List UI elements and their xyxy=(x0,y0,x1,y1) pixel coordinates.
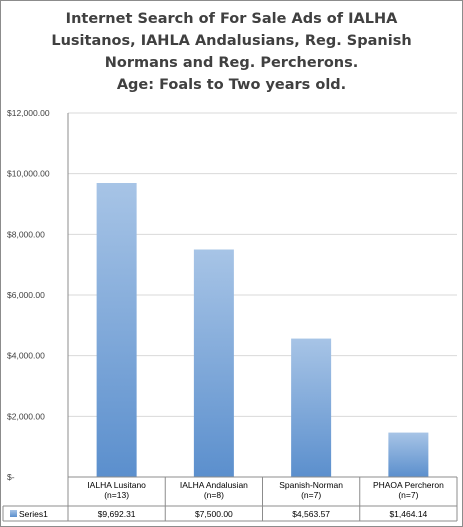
bar xyxy=(193,249,234,477)
legend-swatch xyxy=(10,510,17,517)
chart-title: Internet Search of For Sale Ads of IALHA… xyxy=(0,8,463,96)
x-tick-label: Spanish-Norman xyxy=(279,480,343,490)
x-tick-label: PHAOA Percheron xyxy=(373,480,444,490)
x-tick-label: (n=7) xyxy=(398,490,418,500)
y-tick-label: $8,000.00 xyxy=(7,229,45,239)
data-label: $1,464.14 xyxy=(389,509,427,519)
y-tick-label: $2,000.00 xyxy=(7,411,45,421)
y-tick-label: $10,000.00 xyxy=(7,169,50,179)
y-tick-label: $- xyxy=(7,472,15,482)
bar xyxy=(388,432,429,477)
bar xyxy=(96,182,137,477)
x-tick-label: (n=13) xyxy=(104,490,129,500)
x-tick-label: IALHA Lusitano xyxy=(87,480,146,490)
bars xyxy=(96,182,429,477)
bar xyxy=(291,338,332,477)
y-tick-label: $12,000.00 xyxy=(7,108,50,118)
y-tick-label: $4,000.00 xyxy=(7,351,45,361)
x-tick-label: (n=8) xyxy=(204,490,224,500)
y-axis-ticks: $- $2,000.00 $4,000.00 $6,000.00 $8,000.00 $1… xyxy=(7,108,50,482)
data-label: $7,500.00 xyxy=(195,509,233,519)
x-tick-label: IALHA Andalusian xyxy=(180,480,248,490)
data-label: $9,692.31 xyxy=(98,509,136,519)
chart-title-line-1: Internet Search of For Sale Ads of IALHA xyxy=(65,11,398,27)
legend-label: Series1 xyxy=(19,509,48,519)
x-tick-label: (n=7) xyxy=(301,490,321,500)
data-table: IALHA Lusitano(n=13) $9,692.31 IALHA Andal… xyxy=(2,476,458,522)
chart-title-line-4: Age: Foals to Two years old. xyxy=(116,77,347,93)
chart-title-line-2: Lusitanos, IAHLA Andalusians, Reg. Spani… xyxy=(51,33,412,49)
data-label: $4,563.57 xyxy=(292,509,330,519)
y-tick-label: $6,000.00 xyxy=(7,290,45,300)
chart-title-line-3: Normans and Reg. Percherons. xyxy=(104,55,359,71)
